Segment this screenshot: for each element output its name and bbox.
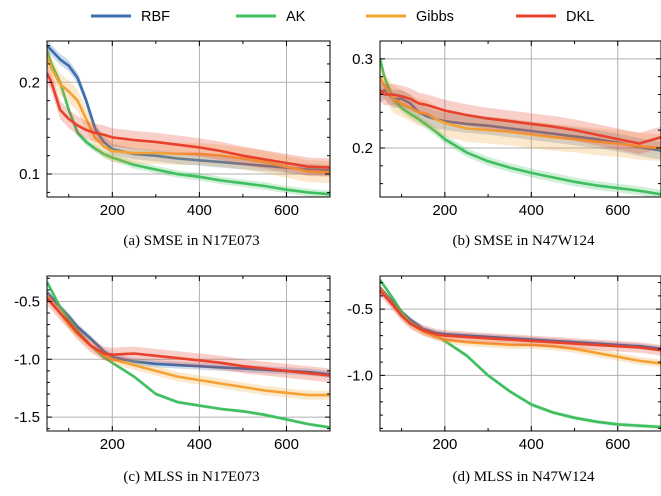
y-tick-label: -1.5 (14, 409, 40, 426)
x-tick-label: 200 (100, 436, 125, 453)
series-line-dkl (47, 72, 330, 169)
chart-panel-4: 200 400 600 -0.5 -1.0 (d) MLSS in N47W124 (347, 275, 661, 485)
series-line-dkl (47, 297, 330, 377)
series-band-ak (380, 54, 661, 197)
legend-label-rbf: RBF (141, 9, 170, 25)
y-tick-label: -1.0 (347, 367, 373, 384)
chart-panel-2: 200 400 600 0.2 0.3 (b) SMSE in N47W124 (352, 40, 661, 249)
chart-panel-3: 200 400 600 -0.5 -1.0 -1.5 (c) MLSS in N17E073 (14, 275, 331, 485)
chart-panel-1: 200 400 600 0.1 0.2 (a) SMSE in N17E073 (19, 40, 331, 249)
series-band-gibbs (380, 63, 661, 162)
chart-panels: 200 400 600 0.1 0.2 (a) SMSE in N17E073 200 400… (14, 40, 661, 485)
grid (47, 41, 330, 197)
y-tick-label: 0.2 (19, 74, 40, 91)
series-line-ak (47, 281, 330, 429)
series-line-ak (380, 279, 661, 429)
y-tick-label: -0.5 (14, 293, 40, 310)
x-tick-label: 600 (605, 202, 630, 219)
y-tick-label: -1.0 (14, 351, 40, 368)
x-tick-label: 200 (432, 436, 457, 453)
panel-caption: (d) MLSS in N47W124 (452, 469, 595, 485)
y-tick-label: -0.5 (347, 301, 373, 318)
grid (380, 41, 661, 197)
panel-caption: (b) SMSE in N47W124 (452, 233, 595, 249)
series-line-ak (380, 58, 661, 196)
x-tick-label: 400 (187, 202, 212, 219)
ticks (47, 276, 330, 431)
x-tick-label: 400 (519, 436, 544, 453)
series-line-gibbs (47, 56, 330, 174)
legend-label-gibbs: Gibbs (416, 9, 454, 25)
series-band-dkl (380, 79, 661, 155)
plot-frame (379, 40, 661, 198)
series-band-dkl (380, 285, 661, 356)
series-line-dkl (380, 89, 661, 145)
series-band-gibbs (47, 45, 330, 184)
y-tick-label: 0.1 (19, 166, 40, 183)
series-group (380, 54, 661, 197)
plot-frame (46, 275, 331, 432)
series-line-dkl (380, 289, 661, 352)
series-line-ak (47, 49, 330, 196)
x-tick-label: 400 (187, 436, 212, 453)
legend-label-ak: AK (286, 9, 306, 25)
x-tick-label: 600 (605, 436, 630, 453)
x-tick-label: 400 (519, 202, 544, 219)
y-tick-label: 0.3 (352, 51, 373, 68)
series-group (47, 280, 330, 430)
legend-label-dkl: DKL (566, 9, 594, 25)
series-band-dkl (47, 291, 330, 383)
legend: RBF AK Gibbs DKL (91, 9, 594, 25)
x-tick-label: 600 (274, 202, 299, 219)
series-group (47, 41, 330, 197)
series-group (380, 278, 661, 429)
series-line-gibbs (380, 76, 661, 150)
x-tick-label: 600 (274, 436, 299, 453)
panel-caption: (c) MLSS in N17E073 (123, 469, 259, 485)
panel-caption: (a) SMSE in N17E073 (123, 233, 259, 249)
plot-frame (379, 275, 661, 432)
ticks (47, 41, 330, 197)
x-tick-label: 200 (432, 202, 457, 219)
x-tick-label: 200 (100, 202, 125, 219)
y-tick-label: 0.2 (352, 140, 373, 157)
series-line-rbf (380, 88, 661, 152)
